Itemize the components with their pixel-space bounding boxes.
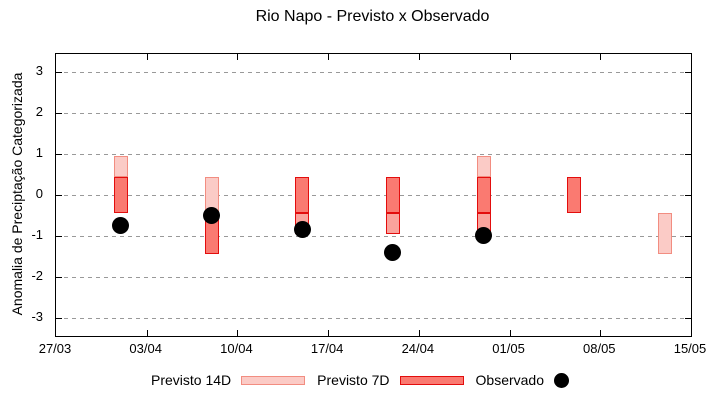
- previsto-7d-swatch-icon: [399, 375, 464, 385]
- x-tick-mark: [328, 330, 330, 336]
- observed-dot: [384, 243, 402, 261]
- legend-label-observado: Observado: [475, 372, 544, 388]
- y-tick-mark: [56, 276, 62, 278]
- y-tick-mark: [685, 154, 691, 156]
- y-tick-mark: [56, 235, 62, 237]
- chart-title: Rio Napo - Previsto x Observado: [255, 8, 490, 25]
- forecast-bar-segment-previsto7d: [567, 176, 582, 214]
- x-tick-label: 17/04: [310, 341, 344, 356]
- gridline-y--1: [56, 235, 691, 237]
- observed-dot: [475, 227, 493, 245]
- gridline-y-1: [56, 154, 691, 156]
- forecast-bar-segment-previsto7d: [385, 176, 400, 214]
- x-tick-mark: [418, 330, 420, 336]
- gridline-y-0: [56, 195, 691, 196]
- legend-label-previsto-14d: Previsto 14D: [151, 372, 232, 388]
- x-tick-label: 03/04: [129, 341, 162, 356]
- x-tick-label: 10/04: [220, 341, 253, 356]
- x-tick-mark: [328, 54, 330, 60]
- y-tick-label: 0: [35, 186, 43, 201]
- gridline-y--2: [56, 276, 691, 278]
- x-tick-mark: [509, 54, 511, 60]
- y-tick-mark: [685, 195, 691, 196]
- gridline-y-3: [56, 72, 691, 74]
- gridline-y-2: [56, 113, 691, 115]
- legend-label-previsto-7d: Previsto 7D: [317, 372, 390, 388]
- y-tick-mark: [56, 72, 62, 74]
- x-tick-mark: [418, 54, 420, 60]
- x-tick-label: 15/05: [673, 341, 707, 356]
- forecast-bar-segment-previsto14d: [113, 156, 128, 177]
- forecast-bar-segment-previsto_overlap: [385, 213, 400, 234]
- forecast-bar-segment-previsto7d: [476, 176, 491, 214]
- forecast-bar-segment-previsto7d: [113, 176, 128, 214]
- y-tick-mark: [56, 195, 62, 196]
- y-tick-label: 3: [35, 63, 43, 79]
- y-tick-label: -3: [31, 308, 43, 324]
- x-tick-label: 27/03: [38, 341, 72, 356]
- forecast-bar-segment-previsto14d: [658, 213, 673, 255]
- forecast-bar-segment-previsto14d: [476, 156, 491, 177]
- x-tick-mark: [600, 330, 602, 336]
- gridline-y--3: [56, 317, 691, 319]
- y-tick-mark: [685, 317, 691, 319]
- y-tick-mark: [685, 276, 691, 278]
- observed-dot: [112, 217, 130, 235]
- forecast-bar-segment-previsto7d: [295, 176, 310, 214]
- y-tick-label: -1: [31, 226, 43, 242]
- y-tick-mark: [685, 235, 691, 237]
- observed-dot: [203, 206, 220, 224]
- x-tick-mark: [600, 54, 602, 60]
- x-tick-mark: [237, 54, 239, 60]
- y-tick-mark: [56, 154, 62, 156]
- y-tick-mark: [56, 317, 62, 319]
- x-tick-mark: [509, 330, 511, 336]
- observed-dot: [293, 221, 311, 239]
- x-tick-label: 08/05: [583, 341, 616, 356]
- observado-dot-icon: [554, 372, 569, 388]
- y-tick-mark: [685, 72, 691, 74]
- plot-area: [55, 53, 692, 337]
- y-tick-label: 2: [35, 104, 43, 120]
- x-tick-mark: [146, 330, 148, 336]
- legend-item-observado: Observado: [476, 372, 569, 388]
- x-tick-label: 01/05: [492, 341, 525, 356]
- y-tick-label: -2: [31, 267, 43, 283]
- x-tick-label: 24/04: [401, 341, 435, 356]
- legend-item-previsto-14d: Previsto 14D: [151, 372, 306, 388]
- previsto-14d-swatch-icon: [241, 375, 306, 385]
- legend: Previsto 14D Previsto 7D Observado: [0, 372, 720, 388]
- x-tick-mark: [146, 54, 148, 60]
- x-tick-mark: [237, 330, 239, 336]
- y-tick-mark: [685, 113, 691, 115]
- y-tick-mark: [56, 113, 62, 115]
- y-tick-label: 1: [35, 145, 43, 161]
- legend-item-previsto-7d: Previsto 7D: [317, 372, 464, 388]
